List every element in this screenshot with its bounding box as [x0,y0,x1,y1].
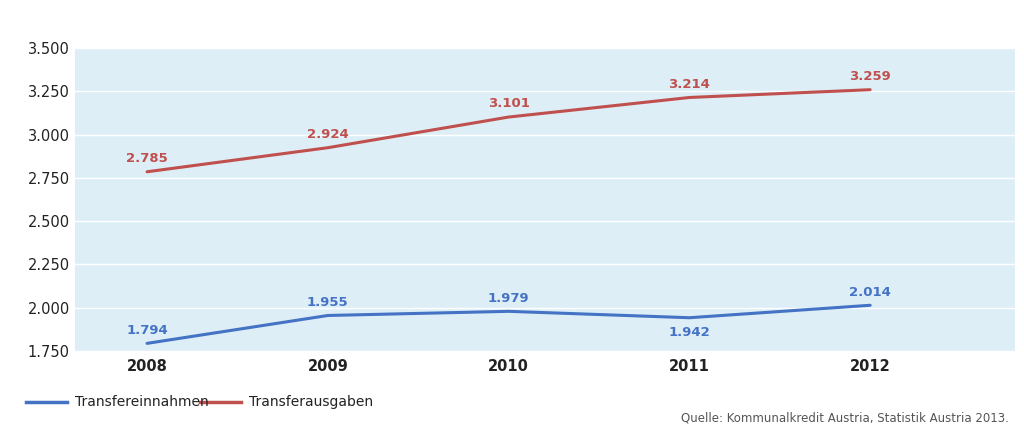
Text: 2.785: 2.785 [126,152,168,165]
Text: 1.979: 1.979 [487,292,529,305]
Text: 1.942: 1.942 [669,326,711,338]
Text: 3.101: 3.101 [487,98,529,110]
Text: 2.014: 2.014 [849,286,891,299]
Text: 3.259: 3.259 [849,70,891,83]
Text: 1.794: 1.794 [126,324,168,337]
Text: ENTWICKLUNG DER TRANSFEREINNAHMEN UND -AUSGABEN DER GEMEINDEN (OHNE WIEN) IN EUR: ENTWICKLUNG DER TRANSFEREINNAHMEN UND -A… [84,11,895,25]
Text: Quelle: Kommunalkredit Austria, Statistik Austria 2013.: Quelle: Kommunalkredit Austria, Statisti… [681,411,1009,424]
Text: 2.924: 2.924 [307,128,349,141]
Text: GRAFIK 1.5:: GRAFIK 1.5: [11,11,104,25]
Text: 1.955: 1.955 [307,296,348,310]
Text: 3.214: 3.214 [669,78,711,91]
Text: Transferausgaben: Transferausgaben [249,395,373,409]
Text: Transfereinnahmen: Transfereinnahmen [75,395,209,409]
